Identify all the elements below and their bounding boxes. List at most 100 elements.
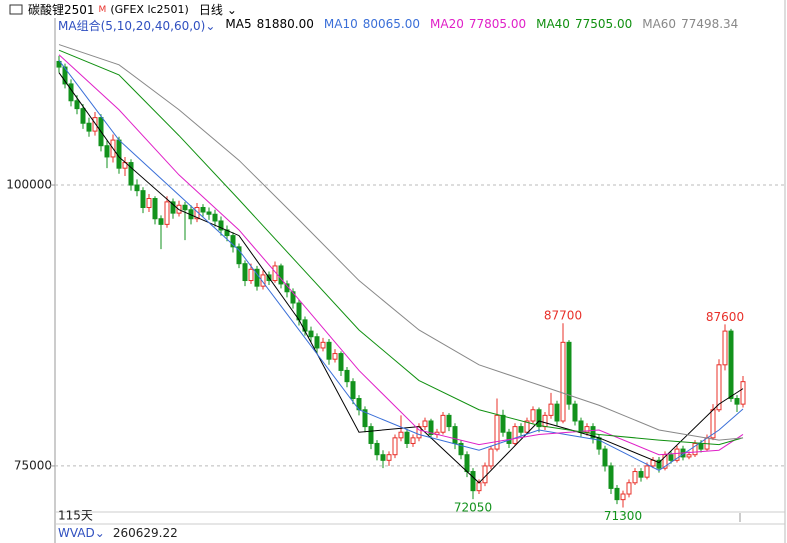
candle-body — [440, 414, 446, 433]
candle-body — [500, 414, 506, 433]
candle-body — [722, 330, 728, 366]
window-icon[interactable] — [9, 4, 23, 15]
candle-body — [686, 454, 692, 458]
candle-body — [140, 190, 146, 209]
candle-body — [74, 100, 80, 110]
candle-body — [620, 493, 626, 501]
legend-value: 77505.00 — [574, 17, 633, 31]
candle-body — [566, 341, 572, 405]
header: 碳酸锂2501 M (GFEX lc2501) 日线 ⌄ — [8, 1, 237, 18]
candle-body — [128, 162, 134, 186]
candle-body — [476, 482, 482, 492]
candle-body — [590, 426, 596, 439]
candle-body — [482, 465, 488, 484]
code: (GFEX lc2501) — [110, 3, 189, 16]
badge: M — [98, 4, 107, 15]
candle-body — [152, 198, 158, 220]
candle-body — [542, 414, 548, 428]
candle-body — [62, 66, 68, 85]
indicator-name-text: WVAD — [58, 526, 95, 540]
candle-body — [446, 414, 452, 428]
candle-body — [464, 454, 470, 473]
low-label: 71300 — [604, 509, 642, 523]
candle-body — [422, 420, 428, 428]
legend-name: MA20 — [430, 17, 464, 31]
legend-value: 80065.00 — [362, 17, 420, 31]
candle-body — [260, 274, 266, 287]
ma-line — [58, 54, 744, 456]
legend-name: MA5 — [225, 17, 252, 31]
candle-body — [374, 442, 380, 456]
candle-body — [554, 403, 560, 422]
indicator-value: 260629.22 — [112, 526, 178, 540]
candle-body — [326, 341, 332, 360]
candle-body — [524, 420, 530, 433]
candle-body — [548, 403, 554, 416]
candle-body — [218, 220, 224, 231]
candle-body — [344, 369, 350, 383]
candle-body — [698, 442, 704, 450]
candle-body — [104, 145, 110, 158]
candle-body — [182, 204, 188, 211]
candle-body — [644, 465, 650, 478]
candle-body — [158, 218, 164, 225]
period[interactable]: 日线 — [198, 3, 223, 17]
candle-body — [230, 235, 236, 248]
candle-body — [164, 201, 170, 225]
candle-body — [146, 198, 152, 209]
low-label: 72050 — [454, 501, 492, 515]
candle-body — [86, 122, 92, 132]
candle-body — [638, 471, 644, 478]
ma-line — [58, 60, 744, 472]
candle-body — [536, 409, 542, 428]
candle-body — [212, 213, 218, 222]
candle-body — [332, 353, 338, 360]
dropdown-icon[interactable]: ⌄ — [226, 2, 237, 17]
candle-body — [404, 431, 410, 444]
legend-entry: MA20 77805.00 — [430, 17, 526, 34]
candle-body — [518, 426, 524, 433]
candle-body — [392, 437, 398, 456]
candle-body — [248, 268, 254, 282]
candle-body — [368, 426, 374, 444]
period-label: 115天 — [58, 509, 93, 523]
candle-body — [386, 454, 392, 461]
legend-name: MA60 — [642, 17, 677, 31]
indicator-bar: WVAD⌄ 260629.22 — [58, 526, 178, 540]
candle-body — [716, 364, 722, 411]
candle-body — [632, 471, 638, 484]
ma-label-text: MA组合(5,10,20,40,60,0) — [58, 19, 206, 33]
candle-body — [272, 265, 278, 282]
high-label: 87600 — [706, 310, 744, 324]
candle-body — [740, 381, 746, 405]
candle-body — [572, 403, 578, 422]
legend-name: MA40 — [536, 17, 570, 31]
candle-body — [602, 448, 608, 467]
legend: MA组合(5,10,20,40,60,0)⌄ MA5 81880.00 MA10 80… — [58, 17, 738, 34]
candle-body — [692, 442, 698, 456]
ma-line — [58, 44, 744, 441]
candle-body — [626, 482, 632, 495]
candle-body — [236, 246, 242, 265]
candle-body — [578, 420, 584, 433]
candle-body — [452, 426, 458, 444]
legend-name: MA10 — [323, 17, 358, 31]
legend-entry: MA60 77498.34 — [642, 17, 738, 34]
candle-body — [470, 471, 476, 492]
candle-body — [668, 454, 674, 461]
title: 碳酸锂2501 — [28, 3, 95, 17]
candle-body — [488, 448, 494, 467]
ma-label[interactable]: MA组合(5,10,20,40,60,0)⌄ — [58, 19, 216, 33]
candle-body — [728, 330, 734, 400]
candle-body — [530, 409, 536, 422]
candle-body — [56, 60, 62, 68]
candle-body — [560, 341, 566, 422]
indicator-name[interactable]: WVAD⌄ — [58, 526, 105, 540]
legend-value: 77498.34 — [681, 17, 739, 31]
candle-body — [608, 465, 614, 489]
candle-body — [254, 268, 260, 287]
legend-entry: MA40 77505.00 — [536, 17, 632, 34]
